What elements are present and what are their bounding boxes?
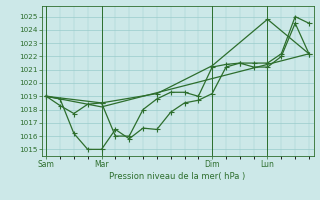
X-axis label: Pression niveau de la mer( hPa ): Pression niveau de la mer( hPa )	[109, 172, 246, 181]
